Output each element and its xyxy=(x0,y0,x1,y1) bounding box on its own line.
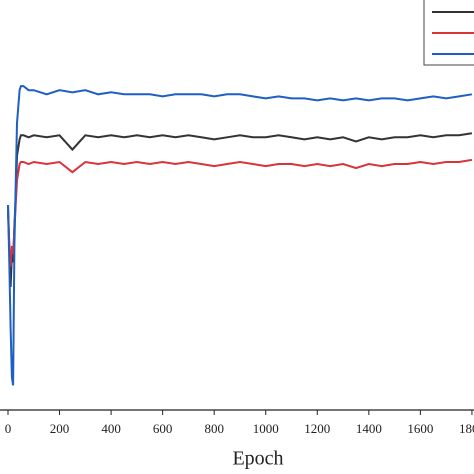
x-tick-label: 1200 xyxy=(304,421,330,436)
x-tick-label: 1600 xyxy=(407,421,433,436)
x-tick-label: 400 xyxy=(101,421,121,436)
line-series xyxy=(7,158,473,267)
x-tick-label: 1400 xyxy=(356,421,382,436)
x-axis-title: Epoch xyxy=(232,448,283,470)
x-tick-label: 600 xyxy=(153,421,173,436)
x-tick-label: 1000 xyxy=(253,421,279,436)
x-tick-label: 0 xyxy=(5,421,12,436)
x-tick-label: 1800 xyxy=(459,421,474,436)
x-tick-label: 200 xyxy=(50,421,70,436)
x-tick-label: 800 xyxy=(204,421,224,436)
line-series xyxy=(7,85,473,386)
line-series xyxy=(7,132,473,288)
